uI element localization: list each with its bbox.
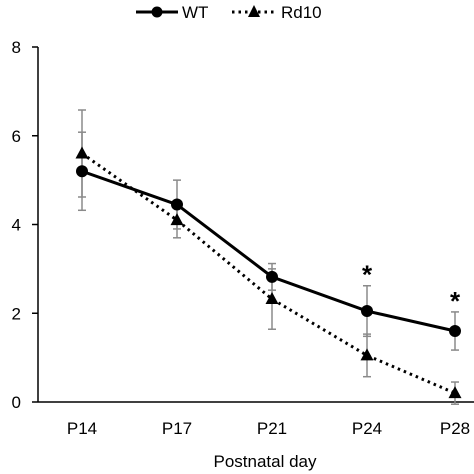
y-tick-label: 8: [12, 38, 21, 57]
legend-marker-wt: [151, 6, 163, 18]
series-markers: [75, 146, 462, 399]
y-tick-label: 6: [12, 127, 21, 146]
legend-marker-rd10: [248, 5, 260, 17]
significance-annotations: **: [362, 260, 461, 316]
data-point-wt: [171, 198, 183, 211]
y-ticks: 0 2 4 6 8: [12, 38, 38, 412]
data-point-rd10: [265, 292, 279, 305]
significance-star: *: [362, 260, 373, 290]
legend-label-rd10: Rd10: [281, 3, 322, 22]
x-tick-label: P28: [440, 419, 470, 438]
legend-item-wt: WT: [136, 3, 208, 22]
data-point-wt: [76, 165, 88, 178]
legend: WT Rd10: [136, 3, 322, 22]
data-point-rd10: [360, 348, 374, 361]
data-point-rd10: [75, 146, 89, 159]
data-point-wt: [266, 270, 278, 283]
legend-label-wt: WT: [182, 3, 208, 22]
x-tick-label: P14: [67, 419, 97, 438]
significance-star: *: [450, 286, 461, 316]
data-point-rd10: [448, 386, 462, 399]
data-point-wt: [361, 305, 373, 318]
error-bars: [78, 109, 459, 405]
y-tick-label: 0: [12, 393, 21, 412]
y-tick-label: 4: [12, 216, 21, 235]
x-ticks: P14 P17 P21 P24 P28: [67, 419, 470, 438]
x-tick-label: P21: [257, 419, 287, 438]
series-line-wt: [81, 169, 456, 333]
data-point-wt: [449, 325, 461, 337]
legend-item-rd10: Rd10: [232, 3, 322, 22]
x-tick-label: P17: [162, 419, 192, 438]
x-tick-label: P24: [352, 419, 382, 438]
x-axis-title: Postnatal day: [213, 452, 317, 471]
y-tick-label: 2: [12, 304, 21, 323]
data-point-rd10: [170, 213, 184, 226]
